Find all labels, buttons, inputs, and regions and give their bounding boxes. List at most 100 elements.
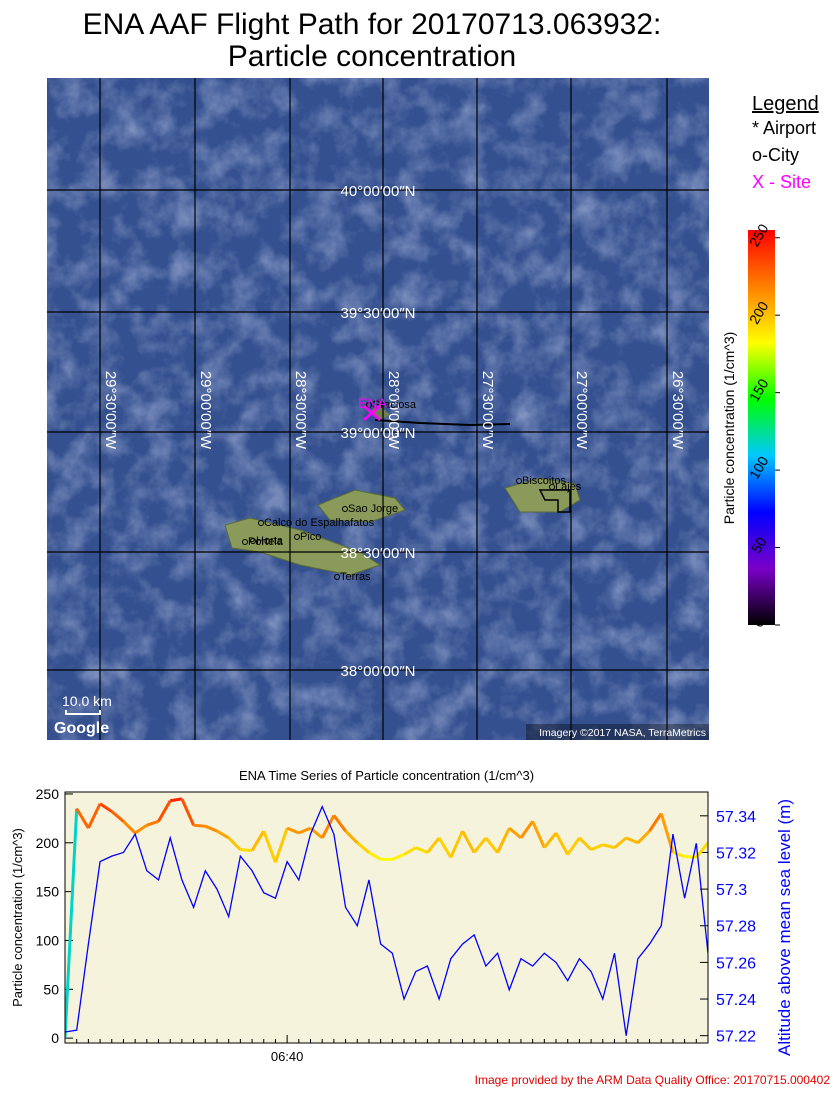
plot-area	[65, 792, 708, 1043]
y2-axis-label: Altitude above mean sea level (m)	[775, 799, 794, 1056]
flight-path	[374, 419, 511, 427]
y-tick-label: 50	[43, 981, 59, 997]
attribution: Imagery ©2017 NASA, TerraMetrics	[539, 727, 706, 739]
concentration-segment	[216, 829, 230, 840]
scale-bar	[65, 710, 101, 715]
concentration-segment	[286, 826, 300, 835]
attribution-bg	[526, 724, 709, 740]
site-marker	[363, 405, 381, 421]
place-marker	[549, 484, 555, 490]
concentration-segment	[496, 827, 511, 854]
y2-tick-label: 57.26	[716, 955, 756, 972]
concentration-segment	[602, 843, 615, 850]
concentration-segment	[554, 832, 570, 856]
concentration-segment	[426, 836, 441, 854]
y-tick-label: 250	[36, 786, 60, 802]
concentration-segment	[590, 843, 604, 852]
concentration-segment	[648, 812, 663, 832]
y-axis-label: Particle concentration (1/cm^3)	[10, 828, 25, 1007]
concentration-segment	[625, 836, 639, 845]
concentration-segment	[157, 800, 172, 823]
latitude-label: 40°00′00″N	[340, 183, 415, 200]
concentration-segment	[250, 830, 266, 852]
concentration-segment	[193, 823, 206, 828]
colorbar-label: Particle concentration (1/cm^3)	[721, 332, 737, 525]
concentration-segment	[180, 798, 195, 826]
concentration-segment	[368, 851, 382, 861]
place-label: Sao Jorge	[348, 503, 398, 515]
concentration-segment	[578, 836, 593, 851]
place-marker	[242, 539, 248, 545]
place-marker	[342, 506, 348, 512]
latitude-label: 39°00′00″N	[340, 425, 415, 442]
plot-frame	[64, 791, 709, 1044]
longitude-label: 29°30′00″W	[102, 371, 119, 450]
concentration-segment	[87, 803, 102, 829]
y-tick-label: 100	[36, 932, 60, 948]
concentration-segment	[636, 830, 651, 844]
concentration-segment	[75, 807, 90, 829]
concentration-segment	[437, 837, 453, 859]
concentration-segment	[344, 830, 359, 844]
legend-item: * Airport	[752, 118, 816, 138]
site-label: ENA	[358, 395, 387, 411]
concentration-segment	[543, 832, 558, 849]
concentration-segment	[134, 823, 148, 835]
colorbar	[748, 230, 775, 625]
concentration-segment	[262, 830, 277, 863]
y-tick-label: 0	[51, 1030, 59, 1046]
place-label: Portela	[248, 536, 284, 548]
latitude-label: 39°30′00″N	[340, 305, 415, 322]
concentration-segment	[169, 797, 183, 803]
concentration-segment	[403, 846, 417, 856]
y2-tick-label: 57.28	[716, 919, 756, 936]
colorbar-tick-label: 50	[748, 534, 770, 556]
longitude-label: 28°00′00″W	[385, 371, 402, 450]
legend-title: Legend	[752, 93, 819, 115]
concentration-segment	[110, 810, 125, 823]
place-label: Pico	[300, 531, 321, 543]
y2-tick-label: 57.22	[716, 1029, 756, 1046]
place-label: Lajes	[555, 481, 582, 493]
longitude-label: 28°30′00″W	[292, 371, 309, 450]
concentration-segment	[449, 830, 464, 859]
concentration-segment	[531, 820, 546, 849]
concentration-segment	[122, 820, 137, 835]
place-marker	[258, 520, 264, 526]
legend-item: o-City	[752, 145, 799, 165]
concentration-segment	[274, 827, 289, 863]
title-line: ENA AAF Flight Path for 20170713.063932:	[83, 8, 662, 41]
latitude-label: 38°00′00″N	[340, 663, 415, 680]
concentration-segment	[146, 819, 160, 827]
y2-tick-label: 57.3	[716, 882, 747, 899]
y2-tick-label: 57.32	[716, 845, 756, 862]
place-label: Terras	[340, 571, 371, 583]
concentration-segment	[240, 848, 253, 853]
concentration-segment	[65, 808, 79, 1039]
concentration-segment	[227, 836, 242, 851]
concentration-segment	[320, 814, 336, 839]
concentration-segment	[519, 820, 534, 839]
concentration-segment	[415, 846, 428, 854]
place-label: Biscoitos	[522, 475, 567, 487]
concentration-segment	[613, 836, 628, 849]
concentration-segment	[684, 854, 697, 859]
concentration-segment	[484, 836, 499, 854]
brand: Google	[54, 720, 109, 737]
altitude-line	[65, 804, 708, 1036]
map: 40°00′00″N 39°30′00″N 39°00′00″N 38°30′00″N…	[47, 78, 709, 740]
place-marker	[516, 478, 522, 484]
longitude-label: 29°00′00″W	[197, 371, 214, 450]
flight-path	[538, 489, 571, 513]
place-marker	[250, 538, 256, 544]
place-marker	[294, 534, 300, 540]
concentration-segment	[461, 830, 476, 854]
y-tick-label: 200	[36, 835, 60, 851]
longitude-label: 27°00′00″W	[573, 371, 590, 450]
place-label: Calco do Espalhafatos	[264, 517, 375, 529]
concentration-segment	[332, 814, 347, 832]
plot-lines	[65, 797, 708, 1039]
concentration-segment	[695, 841, 708, 859]
scale-label: 10.0 km	[62, 693, 112, 709]
